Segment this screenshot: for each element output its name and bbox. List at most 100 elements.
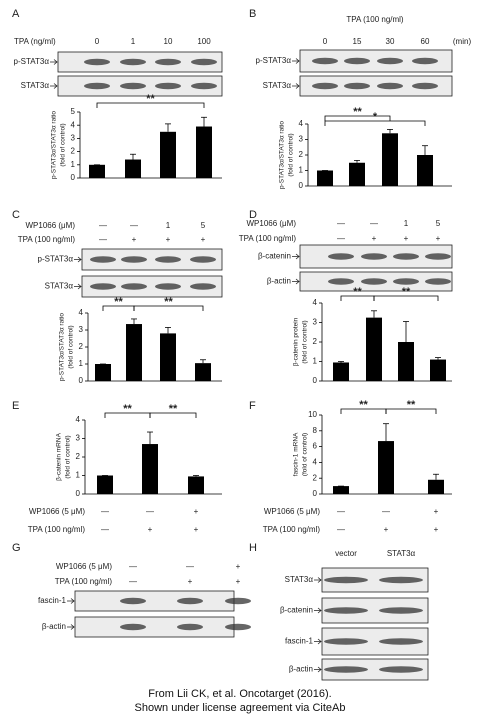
condition-cell: 10 [164,37,173,46]
y-tick-label: 4 [71,120,76,129]
blot-band [379,638,423,645]
y-axis-label: p-STAT3α/STAT3α ratio (fold of control) [51,111,67,179]
y-tick-label: 0 [71,173,76,182]
bar [126,324,142,381]
bar [430,359,446,381]
blot-arrow [314,607,322,614]
y-tick-label: 3 [79,325,84,334]
blot-band [361,278,387,285]
y-axis-label-line: (fold of control) [60,123,67,166]
y-tick-label: 8 [313,426,318,435]
panel-label: B [249,8,256,20]
condition-cell: 1 [404,219,409,228]
blot-arrow [292,253,300,260]
condition-cell: 5 [436,219,441,228]
significance-label: ** [123,403,132,415]
y-tick-label: 0 [79,376,84,385]
blot-frame [74,590,235,612]
bar [142,444,158,494]
blot-band [120,82,146,90]
y-tick-label: 1 [299,166,304,175]
y-tick-label: 0 [299,181,304,190]
bar [428,479,444,494]
error-bar [165,327,171,334]
significance-label: ** [402,286,411,298]
condition-cell: + [384,525,389,534]
blot-band [84,58,110,66]
panel-label: H [249,542,257,554]
significance-bracket [324,115,391,121]
blot-arrow [292,83,300,89]
error-bar [371,310,377,318]
bar [125,159,141,178]
significance-label: ** [169,403,178,415]
y-axis-label-line: fascin-1 mRNA [293,432,300,476]
blot-band [90,283,116,290]
bar [196,126,212,178]
error-bar [433,473,439,480]
condition-cell: + [236,562,241,571]
bar [160,333,176,381]
error-bar [201,116,207,127]
significance-bracket [133,305,204,311]
significance-label: ** [353,286,362,298]
y-axis-label-line: (fold of control) [68,325,75,368]
error-bar [387,129,393,134]
blot-band [191,82,217,90]
y-tick-label: 4 [76,415,81,424]
blot-label: β-actin [267,277,291,286]
condition-cell: — [186,562,194,571]
condition-cell: — [129,577,137,586]
condition-cell: — [99,235,107,244]
y-tick-label: 3 [71,134,76,143]
blot-label: STAT3α [263,81,292,90]
condition-cell: — [337,234,345,243]
condition-label: TPA (100 ng/ml) [263,525,321,534]
significance-label: ** [407,399,416,411]
blot-band [412,57,438,65]
blot-label: fascin-1 [285,637,314,646]
blot-arrow [50,83,58,89]
blot-band [190,283,216,290]
y-tick-label: 2 [313,337,318,346]
y-axis-label: p-STAT3α/STAT3α ratio (fold of control) [59,313,75,381]
y-tick-label: 1 [79,359,84,368]
bar [382,133,398,186]
bar [417,155,433,186]
blot-frame [321,658,429,681]
condition-cell: vector [335,549,357,558]
blot-band [90,256,116,263]
blot-band [425,253,451,260]
y-axis-label-line: p-STAT3α/STAT3α ratio [279,121,286,189]
condition-cell: 60 [421,37,430,46]
y-axis-label-line: β-catenin mRNA [56,432,63,480]
condition-unit: (min) [453,37,472,46]
condition-label: WP1066 (5 μM) [264,507,321,516]
y-tick-label: 6 [313,442,318,451]
error-bar [403,321,409,342]
condition-cell: — [101,507,109,516]
y-tick-label: 4 [313,298,318,307]
panel-label: C [12,209,20,221]
blot-arrow [314,666,322,673]
bar [188,476,204,494]
y-tick-label: 1 [313,357,318,366]
blot-band [177,623,203,631]
condition-cell: — [101,525,109,534]
condition-cell: + [148,525,153,534]
y-axis-label-line: (fold of control) [288,133,295,176]
blot-label: fascin-1 [38,596,67,605]
significance-label: ** [359,399,368,411]
panel-label: E [12,400,19,412]
y-axis-label-line: p-STAT3α/STAT3α ratio [59,313,66,381]
y-tick-label: 10 [308,410,317,419]
blot-band [379,666,423,673]
blot-band [191,58,217,66]
error-bar [422,145,428,155]
error-bar [338,361,344,363]
y-tick-label: 4 [313,458,318,467]
blot-band [312,57,338,65]
condition-cell: — [337,525,345,534]
y-tick-label: 1 [76,471,81,480]
bar [333,362,349,381]
